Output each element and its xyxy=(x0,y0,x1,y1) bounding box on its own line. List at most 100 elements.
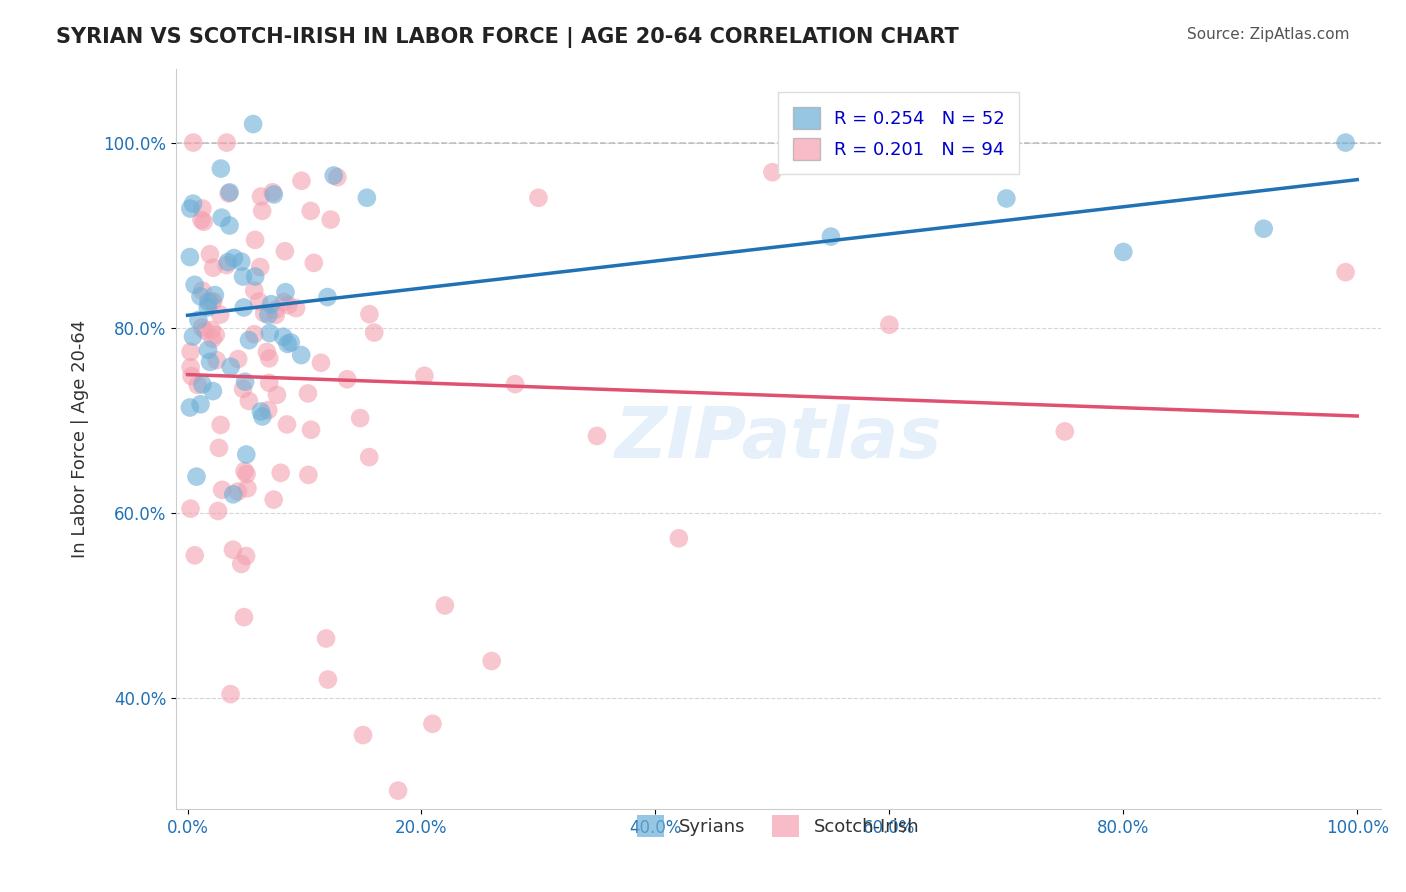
Syrians xyxy=(233,375,256,389)
Scotch-Irish xyxy=(247,294,270,309)
Scotch-Irish xyxy=(290,174,312,188)
Syrians xyxy=(197,343,219,357)
Syrians xyxy=(183,277,205,292)
Scotch-Irish xyxy=(231,557,253,571)
Syrians xyxy=(232,301,254,315)
Scotch-Irish xyxy=(302,256,325,270)
Scotch-Irish xyxy=(207,504,229,518)
Syrians xyxy=(356,191,378,205)
Scotch-Irish xyxy=(250,203,273,218)
Scotch-Irish xyxy=(299,203,322,218)
Syrians xyxy=(181,329,204,343)
Syrians xyxy=(218,219,240,233)
Scotch-Irish xyxy=(262,186,284,200)
Syrians xyxy=(190,289,212,303)
Scotch-Irish xyxy=(193,215,215,229)
Text: ZIPatlas: ZIPatlas xyxy=(614,404,942,474)
Syrians xyxy=(257,308,280,322)
Scotch-Irish xyxy=(266,388,288,402)
Text: SYRIAN VS SCOTCH-IRISH IN LABOR FORCE | AGE 20-64 CORRELATION CHART: SYRIAN VS SCOTCH-IRISH IN LABOR FORCE | … xyxy=(56,27,959,48)
Syrians xyxy=(242,117,264,131)
Scotch-Irish xyxy=(481,654,503,668)
Scotch-Irish xyxy=(205,353,228,368)
Scotch-Irish xyxy=(187,378,209,392)
Scotch-Irish xyxy=(209,308,232,322)
Scotch-Irish xyxy=(1053,425,1076,439)
Syrians xyxy=(179,202,201,216)
Scotch-Irish xyxy=(668,531,690,545)
Syrians xyxy=(263,187,285,202)
Syrians xyxy=(197,295,219,310)
Scotch-Irish xyxy=(413,368,436,383)
Syrians xyxy=(186,469,208,483)
Scotch-Irish xyxy=(422,716,444,731)
Syrians xyxy=(316,290,339,304)
Scotch-Irish xyxy=(274,244,297,259)
Scotch-Irish xyxy=(226,352,249,367)
Scotch-Irish xyxy=(503,377,526,392)
Scotch-Irish xyxy=(180,369,202,384)
Syrians xyxy=(204,288,226,302)
Scotch-Irish xyxy=(201,332,224,346)
Scotch-Irish xyxy=(276,417,298,432)
Syrians xyxy=(277,337,299,351)
Scotch-Irish xyxy=(191,320,214,334)
Syrians xyxy=(243,269,266,284)
Syrians xyxy=(274,285,297,300)
Scotch-Irish xyxy=(222,542,245,557)
Syrians xyxy=(198,355,221,369)
Scotch-Irish xyxy=(215,258,238,272)
Scotch-Irish xyxy=(297,386,319,401)
Syrians xyxy=(219,359,242,374)
Syrians xyxy=(197,301,219,315)
Scotch-Irish xyxy=(243,327,266,342)
Scotch-Irish xyxy=(256,345,278,359)
Scotch-Irish xyxy=(326,170,349,185)
Scotch-Irish xyxy=(191,284,214,298)
Legend: Syrians, Scotch-Irish: Syrians, Scotch-Irish xyxy=(630,808,927,845)
Scotch-Irish xyxy=(233,610,256,624)
Scotch-Irish xyxy=(315,632,337,646)
Scotch-Irish xyxy=(336,372,359,386)
Syrians xyxy=(1253,221,1275,235)
Scotch-Irish xyxy=(232,382,254,396)
Scotch-Irish xyxy=(211,483,233,497)
Scotch-Irish xyxy=(194,324,217,338)
Scotch-Irish xyxy=(208,441,231,455)
Syrians xyxy=(1334,136,1357,150)
Scotch-Irish xyxy=(253,306,276,320)
Scotch-Irish xyxy=(299,423,322,437)
Scotch-Irish xyxy=(215,136,238,150)
Scotch-Irish xyxy=(219,687,242,701)
Scotch-Irish xyxy=(226,484,249,499)
Scotch-Irish xyxy=(285,301,308,315)
Syrians xyxy=(217,255,239,269)
Scotch-Irish xyxy=(250,189,273,203)
Syrians xyxy=(181,196,204,211)
Scotch-Irish xyxy=(309,356,332,370)
Scotch-Irish xyxy=(273,295,295,310)
Scotch-Irish xyxy=(352,728,374,742)
Scotch-Irish xyxy=(235,467,257,481)
Scotch-Irish xyxy=(349,411,371,425)
Y-axis label: In Labor Force | Age 20-64: In Labor Force | Age 20-64 xyxy=(72,319,89,558)
Scotch-Irish xyxy=(879,318,901,332)
Scotch-Irish xyxy=(761,165,783,179)
Scotch-Irish xyxy=(264,308,287,322)
Syrians xyxy=(179,401,201,415)
Syrians xyxy=(209,161,232,176)
Syrians xyxy=(995,191,1018,205)
Syrians xyxy=(191,377,214,392)
Scotch-Irish xyxy=(201,323,224,337)
Scotch-Irish xyxy=(316,673,339,687)
Scotch-Irish xyxy=(243,284,266,298)
Syrians xyxy=(201,384,224,398)
Scotch-Irish xyxy=(263,492,285,507)
Syrians xyxy=(218,186,240,200)
Scotch-Irish xyxy=(243,233,266,247)
Syrians xyxy=(259,326,281,340)
Scotch-Irish xyxy=(264,302,287,317)
Syrians xyxy=(260,297,283,311)
Scotch-Irish xyxy=(180,360,202,375)
Scotch-Irish xyxy=(527,191,550,205)
